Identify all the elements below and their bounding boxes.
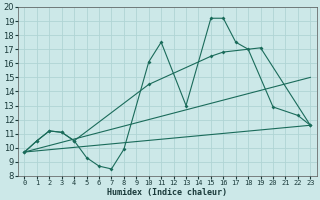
X-axis label: Humidex (Indice chaleur): Humidex (Indice chaleur) — [108, 188, 228, 197]
